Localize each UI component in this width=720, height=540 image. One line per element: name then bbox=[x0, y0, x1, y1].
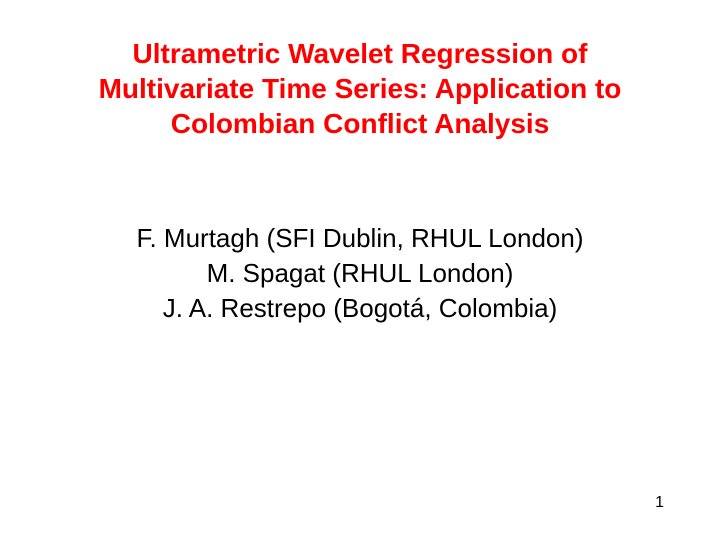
author-line-3: J. A. Restrepo (Bogotá, Colombia) bbox=[60, 291, 660, 326]
title-line-1: Ultrametric Wavelet Regression of bbox=[60, 36, 660, 71]
slide: Ultrametric Wavelet Regression of Multiv… bbox=[0, 0, 720, 540]
title-line-2: Multivariate Time Series: Application to bbox=[60, 71, 660, 106]
author-line-1: F. Murtagh (SFI Dublin, RHUL London) bbox=[60, 221, 660, 256]
title-line-3: Colombian Conflict Analysis bbox=[60, 106, 660, 141]
title-block: Ultrametric Wavelet Regression of Multiv… bbox=[60, 36, 660, 141]
page-number: 1 bbox=[655, 494, 664, 512]
authors-block: F. Murtagh (SFI Dublin, RHUL London) M. … bbox=[60, 221, 660, 326]
author-line-2: M. Spagat (RHUL London) bbox=[60, 256, 660, 291]
